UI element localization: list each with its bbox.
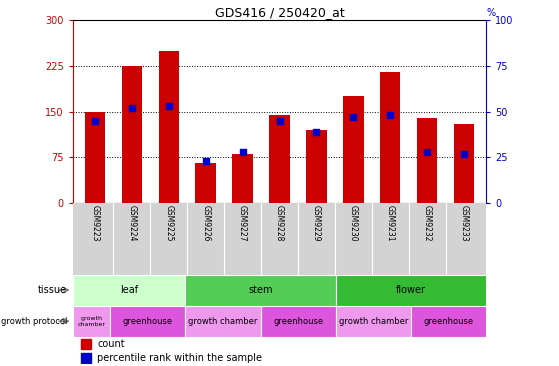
Bar bbox=[260, 306, 336, 337]
Bar bbox=[233, 154, 253, 203]
Text: GSM9227: GSM9227 bbox=[238, 205, 247, 241]
Title: GDS416 / 250420_at: GDS416 / 250420_at bbox=[215, 6, 344, 19]
Text: GSM9224: GSM9224 bbox=[127, 205, 136, 241]
Bar bbox=[380, 72, 400, 203]
Text: percentile rank within the sample: percentile rank within the sample bbox=[97, 353, 263, 363]
Bar bbox=[269, 115, 290, 203]
Bar bbox=[454, 124, 475, 203]
Text: greenhouse: greenhouse bbox=[123, 317, 173, 326]
Point bbox=[164, 103, 173, 109]
Point bbox=[386, 112, 395, 118]
Text: greenhouse: greenhouse bbox=[273, 317, 323, 326]
Text: GSM9233: GSM9233 bbox=[459, 205, 468, 241]
Bar bbox=[186, 274, 336, 306]
Point bbox=[238, 149, 247, 155]
Text: GSM9223: GSM9223 bbox=[91, 205, 100, 241]
Bar bbox=[122, 66, 142, 203]
Point bbox=[459, 151, 468, 157]
Point bbox=[423, 149, 432, 155]
Point bbox=[349, 114, 358, 120]
Bar bbox=[110, 306, 186, 337]
Bar bbox=[73, 306, 110, 337]
Text: GSM9230: GSM9230 bbox=[349, 205, 358, 241]
Bar bbox=[73, 274, 186, 306]
Bar bbox=[343, 96, 363, 203]
Text: GSM9232: GSM9232 bbox=[423, 205, 432, 241]
Text: count: count bbox=[97, 339, 125, 350]
Text: growth chamber: growth chamber bbox=[188, 317, 258, 326]
Bar bbox=[336, 306, 411, 337]
Text: GSM9228: GSM9228 bbox=[275, 205, 284, 241]
Text: %: % bbox=[486, 8, 495, 18]
Point bbox=[91, 118, 100, 124]
Bar bbox=[84, 112, 105, 203]
Text: GSM9229: GSM9229 bbox=[312, 205, 321, 241]
Text: flower: flower bbox=[396, 285, 426, 295]
Bar bbox=[411, 306, 486, 337]
Point bbox=[312, 129, 321, 135]
Point bbox=[127, 105, 136, 111]
Text: GSM9226: GSM9226 bbox=[201, 205, 210, 241]
Text: GSM9231: GSM9231 bbox=[386, 205, 395, 241]
Bar bbox=[417, 118, 437, 203]
Text: tissue: tissue bbox=[38, 285, 67, 295]
Bar bbox=[81, 353, 91, 363]
Point bbox=[201, 158, 210, 164]
Bar bbox=[336, 274, 486, 306]
Bar bbox=[306, 130, 326, 203]
Text: stem: stem bbox=[248, 285, 273, 295]
Bar bbox=[81, 340, 91, 349]
Text: growth protocol: growth protocol bbox=[1, 317, 67, 326]
Text: leaf: leaf bbox=[120, 285, 138, 295]
Point bbox=[275, 118, 284, 124]
Bar bbox=[186, 306, 260, 337]
Text: growth
chamber: growth chamber bbox=[78, 316, 106, 326]
Text: greenhouse: greenhouse bbox=[424, 317, 474, 326]
Bar bbox=[196, 164, 216, 203]
Text: GSM9225: GSM9225 bbox=[164, 205, 173, 241]
Bar bbox=[159, 51, 179, 203]
Text: growth chamber: growth chamber bbox=[339, 317, 408, 326]
